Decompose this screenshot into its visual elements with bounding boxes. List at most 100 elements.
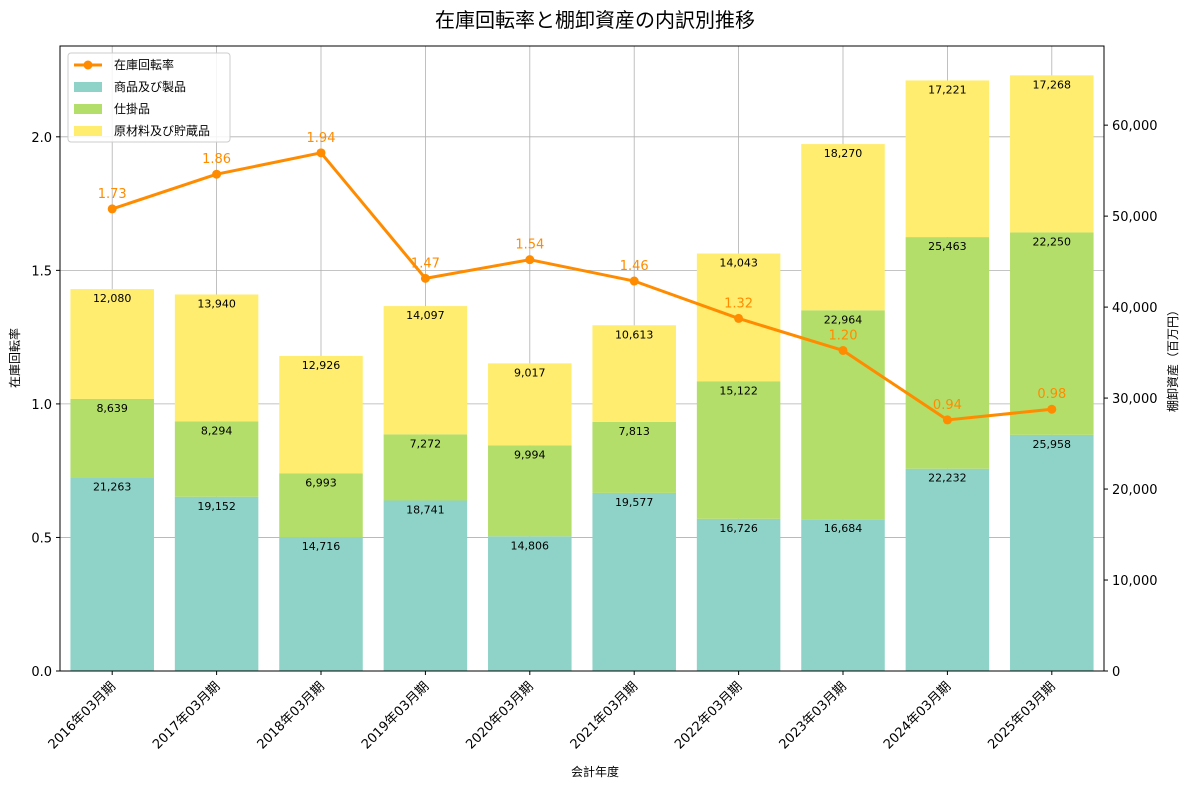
legend-label: 仕掛品 (114, 101, 150, 116)
rate-point (316, 148, 326, 158)
bar-value-label: 6,993 (305, 477, 337, 490)
bar-segment (905, 237, 990, 469)
y-axis-label-right: 棚卸資産（百万円） (1165, 304, 1180, 412)
chart-title: 在庫回転率と棚卸資産の内訳別推移 (435, 8, 755, 32)
bar-segment (383, 500, 468, 671)
x-tick-label: 2017年03月期 (150, 679, 223, 752)
bar-segment (1010, 232, 1094, 435)
rate-value-label: 1.46 (620, 259, 649, 274)
bar-value-label: 14,097 (406, 309, 445, 322)
bar-value-label: 7,813 (618, 425, 650, 438)
y-tick-label-left: 1.0 (31, 398, 52, 413)
x-tick-label: 2018年03月期 (255, 679, 328, 752)
y-tick-label-left: 0.0 (31, 665, 52, 680)
bar-value-label: 9,994 (514, 448, 546, 461)
legend-box (67, 52, 231, 143)
legend-label: 原材料及び貯蔵品 (114, 124, 210, 138)
legend-swatch (74, 126, 102, 136)
bar-segment (70, 398, 154, 478)
bar-value-label: 8,639 (96, 402, 128, 415)
y-tick-label-right: 60,000 (1112, 119, 1158, 134)
rate-value-label: 1.32 (724, 296, 753, 311)
bar-value-label: 25,463 (928, 240, 967, 253)
bar-segment (383, 434, 468, 501)
bar-value-label: 14,806 (511, 539, 550, 552)
legend-swatch (74, 104, 102, 114)
rate-value-label: 0.94 (933, 398, 962, 413)
y-tick-label-left: 2.0 (31, 131, 52, 146)
rate-line-path (111, 151, 1052, 422)
bar-value-label: 8,294 (201, 424, 233, 437)
x-tick-label: 2021年03月期 (568, 679, 641, 752)
legend-label: 商品及び製品 (114, 79, 186, 94)
x-tick-label: 2022年03月期 (672, 679, 745, 752)
bar-segment (1010, 75, 1094, 233)
bar-value-label: 15,122 (719, 384, 758, 397)
bar-value-label: 13,940 (197, 297, 236, 310)
rate-value-label: 1.47 (411, 256, 440, 271)
bar-segment (279, 537, 363, 671)
bar-value-label: 19,152 (197, 500, 236, 513)
bar-value-label: 14,043 (719, 257, 758, 270)
rate-point (1047, 404, 1057, 414)
bar-segment (279, 473, 363, 538)
y-tick-label-right: 40,000 (1112, 301, 1158, 316)
rate-value-label: 1.94 (307, 131, 336, 146)
bar-segment (174, 294, 259, 422)
bar-segment (801, 310, 885, 520)
bar-value-label: 16,684 (824, 522, 863, 535)
bar-segment (592, 325, 676, 422)
rate-point (525, 255, 535, 265)
bar-segment (696, 518, 781, 671)
legend-label: 在庫回転率 (114, 57, 174, 72)
x-tick-label: 2024年03月期 (881, 679, 954, 752)
rate-point (942, 415, 952, 425)
bar-value-label: 21,263 (93, 481, 132, 494)
y-axis-label-left: 在庫回転率 (7, 328, 22, 388)
bar-segment (70, 477, 154, 671)
rate-value-label: 1.20 (829, 328, 858, 343)
bar-value-label: 14,716 (302, 540, 341, 553)
bar-value-label: 16,726 (719, 522, 758, 535)
y-tick-label-left: 0.5 (31, 531, 52, 546)
rate-point (107, 204, 117, 214)
rate-value-label: 1.73 (98, 187, 127, 202)
bar-value-label: 17,221 (928, 83, 967, 96)
bar-value-label: 10,613 (615, 328, 654, 341)
bar-segment (801, 519, 885, 671)
bar-value-label: 9,017 (514, 366, 546, 379)
bar-segment (70, 289, 154, 399)
bar-value-label: 25,958 (1033, 438, 1072, 451)
bar-value-label: 7,272 (410, 437, 442, 450)
rate-point (838, 345, 848, 355)
bar-value-label: 19,577 (615, 496, 654, 509)
rate-point (734, 313, 744, 323)
bar-segment (905, 80, 990, 238)
bar-segment (801, 144, 885, 311)
x-tick-label: 2025年03月期 (985, 679, 1058, 752)
bar-segment (696, 381, 781, 519)
bar-segment (1010, 434, 1094, 671)
x-tick-label: 2016年03月期 (46, 679, 119, 752)
legend-swatch-marker (83, 60, 93, 70)
bar-value-label: 17,268 (1033, 78, 1072, 91)
bar-value-label: 12,080 (93, 292, 132, 305)
bar-value-label: 18,741 (406, 504, 445, 517)
bar-segment (174, 421, 259, 497)
y-tick-label-right: 10,000 (1112, 574, 1158, 589)
bar-segment (488, 536, 572, 671)
bars: 21,263 8,639 12,080 19,152 8,294 13,940 14,716… (70, 75, 1094, 671)
bar-segment (592, 492, 676, 671)
x-tick-label: 2020年03月期 (463, 679, 536, 752)
y-tick-label-right: 30,000 (1112, 392, 1158, 407)
bar-segment (383, 306, 468, 435)
bar-segment (488, 363, 572, 446)
bar-value-label: 18,270 (824, 147, 863, 160)
rate-point (420, 273, 430, 283)
y-tick-label-left: 1.5 (31, 264, 52, 279)
rate-value-label: 0.98 (1037, 387, 1066, 402)
bar-segment (592, 421, 676, 493)
y-tick-label-right: 20,000 (1112, 483, 1158, 498)
